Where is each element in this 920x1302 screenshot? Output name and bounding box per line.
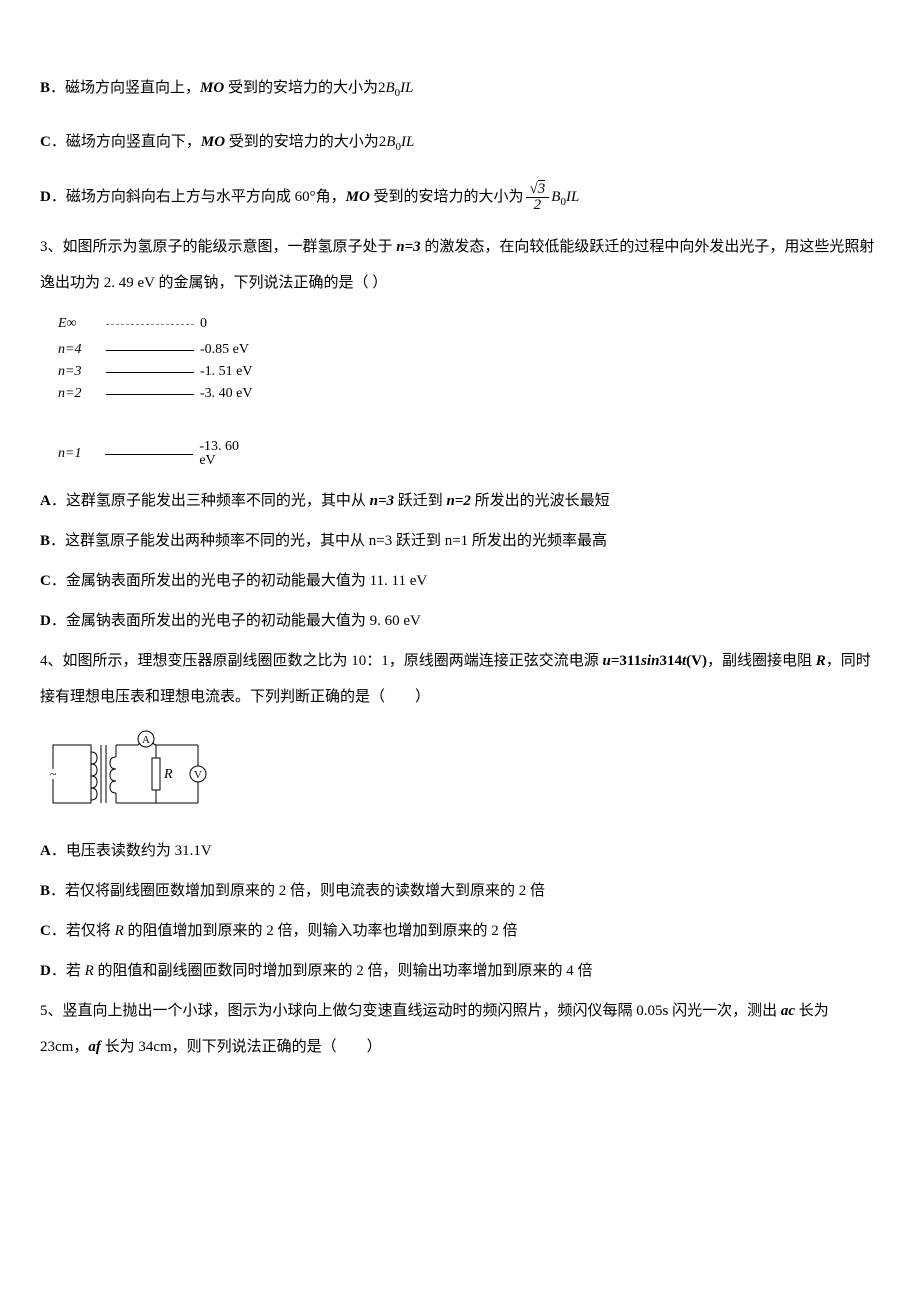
option-text: ．若仅将 — [51, 923, 115, 939]
q4-option-a: A．电压表读数约为 31.1V — [40, 833, 880, 869]
var-af: af — [88, 1039, 101, 1055]
level-label: n=2 — [58, 387, 106, 401]
svg-text:A: A — [142, 734, 150, 746]
var-r: R — [816, 653, 826, 669]
level-label: E∞ — [58, 317, 106, 331]
option-text: ．磁场方向竖直向上， — [50, 80, 200, 96]
q2-option-d: D．磁场方向斜向右上方与水平方向成 60°角，MO 受到的安培力的大小为√32B… — [40, 179, 880, 215]
q2-option-b: B．磁场方向竖直向上，MO 受到的安培力的大小为2B0IL — [40, 70, 880, 106]
option-label: B — [40, 883, 50, 899]
q2-option-c: C．磁场方向竖直向下，MO 受到的安培力的大小为2B0IL — [40, 124, 880, 160]
level-value: -13. 60 eV — [199, 440, 258, 468]
suffix: 的阻值增加到原来的 2 倍，则输入功率也增加到原来的 2 倍 — [124, 923, 518, 939]
svg-text:R: R — [163, 767, 173, 782]
opt-suffix: 所发出的光波长最短 — [471, 493, 610, 509]
q5-stem: 5、竖直向上抛出一个小球，图示为小球向上做匀变速直线运动时的频闪照片，频闪仪每隔… — [40, 993, 880, 1065]
q3-option-a: A．这群氢原子能发出三种频率不同的光，其中从 n=3 跃迁到 n=2 所发出的光… — [40, 483, 880, 519]
option-mid: 受到的安培力的大小为 — [225, 134, 379, 150]
q3-stem: 3、如图所示为氢原子的能级示意图，一群氢原子处于 n=3 的激发态，在向较低能级… — [40, 229, 880, 301]
q3-option-d: D．金属钠表面所发出的光电子的初动能最大值为 9. 60 eV — [40, 603, 880, 639]
transformer-circuit-diagram: ~ A R V — [48, 725, 880, 815]
var-il: IL — [400, 80, 413, 96]
var-b: B — [385, 80, 394, 96]
stem-prefix: 5、竖直向上抛出一个小球，图示为小球向上做匀变速直线运动时的频闪照片，频闪仪每隔… — [40, 1003, 781, 1019]
mo-var: MO — [200, 80, 224, 96]
option-mid: 受到的安培力的大小为 — [224, 80, 378, 96]
stem-prefix: 4、如图所示，理想变压器原副线圈匝数之比为 10：1，原线圈两端连接正弦交流电源 — [40, 653, 603, 669]
option-text: ．这群氢原子能发出两种频率不同的光，其中从 n=3 跃迁到 n=1 所发出的光频… — [50, 533, 607, 549]
option-label: C — [40, 573, 51, 589]
arg: 314 — [659, 653, 682, 669]
option-label: D — [40, 963, 51, 979]
level-value: -0.85 eV — [200, 343, 249, 357]
energy-level-3: n=3 -1. 51 eV — [58, 361, 258, 383]
suffix: 长为 34cm，则下列说法正确的是（ ） — [101, 1039, 382, 1055]
unit: (V) — [686, 653, 707, 669]
energy-level-inf: E∞ 0 — [58, 313, 258, 335]
energy-level-1: n=1 -13. 60 eV — [58, 443, 258, 465]
option-label: A — [40, 843, 51, 859]
energy-level-2: n=2 -3. 40 eV — [58, 383, 258, 405]
var-r: R — [115, 923, 124, 939]
q3-option-b: B．这群氢原子能发出两种频率不同的光，其中从 n=3 跃迁到 n=1 所发出的光… — [40, 523, 880, 559]
n3: n=3 — [370, 493, 394, 509]
q4-option-c: C．若仅将 R 的阻值增加到原来的 2 倍，则输入功率也增加到原来的 2 倍 — [40, 913, 880, 949]
var-ac: ac — [781, 1003, 795, 1019]
option-label: B — [40, 533, 50, 549]
eq: =311 — [611, 653, 641, 669]
energy-level-4: n=4 -0.85 eV — [58, 339, 258, 361]
option-label: B — [40, 80, 50, 96]
q4-option-b: B．若仅将副线圈匝数增加到原来的 2 倍，则电流表的读数增大到原来的 2 倍 — [40, 873, 880, 909]
level-label: n=3 — [58, 365, 106, 379]
option-label: C — [40, 134, 51, 150]
var-r: R — [85, 963, 94, 979]
level-value: 0 — [200, 317, 207, 331]
option-text: ．金属钠表面所发出的光电子的初动能最大值为 11. 11 eV — [51, 573, 427, 589]
level-value: -1. 51 eV — [200, 365, 253, 379]
opt-mid: 跃迁到 — [394, 493, 447, 509]
option-label: C — [40, 923, 51, 939]
var-u: u — [603, 653, 611, 669]
svg-text:V: V — [194, 769, 202, 781]
var-il: IL — [566, 189, 579, 205]
option-mid: 受到的安培力的大小为 — [370, 189, 524, 205]
level-label: n=1 — [58, 447, 105, 461]
level-value: -3. 40 eV — [200, 387, 253, 401]
option-text: ．磁场方向斜向右上方与水平方向成 60°角， — [51, 189, 346, 205]
q4-stem: 4、如图所示，理想变压器原副线圈匝数之比为 10：1，原线圈两端连接正弦交流电源… — [40, 643, 880, 715]
suffix: ，副线圈接电阻 — [707, 653, 812, 669]
option-text: ．若 — [51, 963, 85, 979]
var-il: IL — [401, 134, 414, 150]
mo-var: MO — [201, 134, 225, 150]
sin: sin — [641, 653, 659, 669]
option-text: ．金属钠表面所发出的光电子的初动能最大值为 9. 60 eV — [51, 613, 421, 629]
option-label: D — [40, 613, 51, 629]
n3: n=3 — [396, 239, 420, 255]
stem-prefix: 3、如图所示为氢原子的能级示意图，一群氢原子处于 — [40, 239, 396, 255]
option-label: A — [40, 493, 51, 509]
option-text: ．这群氢原子能发出三种频率不同的光，其中从 — [51, 493, 370, 509]
option-text: ．若仅将副线圈匝数增加到原来的 2 倍，则电流表的读数增大到原来的 2 倍 — [50, 883, 545, 899]
option-text: ．磁场方向竖直向下， — [51, 134, 201, 150]
level-label: n=4 — [58, 343, 106, 357]
q4-option-d: D．若 R 的阻值和副线圈匝数同时增加到原来的 2 倍，则输出功率增加到原来的 … — [40, 953, 880, 989]
energy-level-diagram: E∞ 0 n=4 -0.85 eV n=3 -1. 51 eV n=2 -3. … — [58, 313, 258, 465]
option-label: D — [40, 189, 51, 205]
n2: n=2 — [447, 493, 471, 509]
fraction: √32 — [526, 182, 550, 213]
option-text: ．电压表读数约为 31.1V — [51, 843, 212, 859]
q3-option-c: C．金属钠表面所发出的光电子的初动能最大值为 11. 11 eV — [40, 563, 880, 599]
mo-var: MO — [346, 189, 370, 205]
svg-text:~: ~ — [50, 767, 57, 781]
suffix: 的阻值和副线圈匝数同时增加到原来的 2 倍，则输出功率增加到原来的 4 倍 — [94, 963, 593, 979]
